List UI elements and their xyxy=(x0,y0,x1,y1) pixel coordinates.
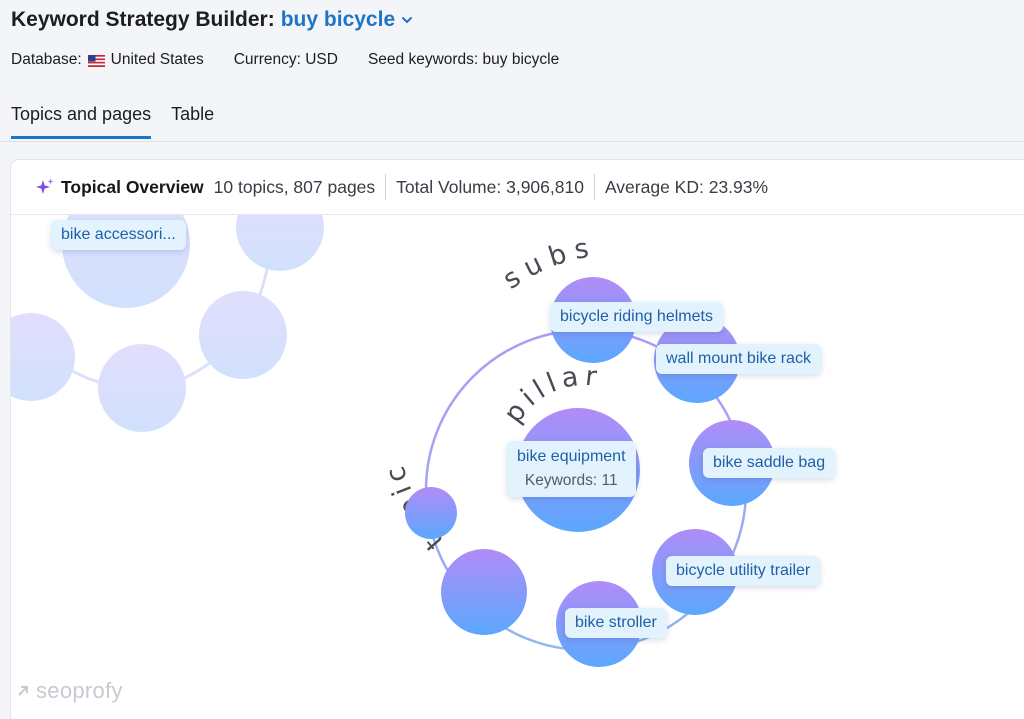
subtopic-bubble-small[interactable] xyxy=(405,487,457,539)
database-label: Database: xyxy=(11,51,82,68)
pillar-name: bike equipment xyxy=(517,448,626,465)
other-cluster xyxy=(11,180,324,432)
tab-topics-and-pages[interactable]: Topics and pages xyxy=(11,104,152,139)
cluster-bubble[interactable] xyxy=(11,313,75,401)
watermark: seoprofy xyxy=(16,678,123,704)
overview-divider xyxy=(385,174,387,200)
us-flag-icon xyxy=(87,54,105,67)
subtopic-chip-helmets[interactable]: bicycle riding helmets xyxy=(550,302,723,332)
tab-table[interactable]: Table xyxy=(171,104,215,124)
subtopic-chip-utility-trailer[interactable]: bicycle utility trailer xyxy=(666,556,821,586)
subtopic-chip-stroller[interactable]: bike stroller xyxy=(565,608,667,638)
database-info: Database: United States xyxy=(11,51,204,69)
seed-keyword-selector[interactable]: buy bicycle xyxy=(280,8,396,31)
subtopic-chip-saddle-bag[interactable]: bike saddle bag xyxy=(703,448,836,478)
topical-overview-panel: topic subs pillar Topical Overview 10 to… xyxy=(11,160,1024,719)
arrow-up-right-icon xyxy=(16,684,30,698)
page-title: Keyword Strategy Builder: buy bicycle xyxy=(11,8,413,32)
overview-average-kd: Average KD: 23.93% xyxy=(604,176,769,197)
seed-keywords-info: Seed keywords: buy bicycle xyxy=(367,51,560,68)
topical-overview-bar: Topical Overview 10 topics, 807 pages To… xyxy=(11,160,1024,215)
overview-total-volume: Total Volume: 3,906,810 xyxy=(396,176,584,197)
cluster-chip-bike-accessories[interactable]: bike accessori... xyxy=(51,220,186,250)
database-value: United States xyxy=(110,51,204,68)
pillar-chip[interactable]: bike equipment Keywords: 11 xyxy=(507,441,636,497)
tabs-divider xyxy=(0,141,1024,142)
sparkle-icon xyxy=(35,177,55,197)
overview-counts: 10 topics, 807 pages xyxy=(213,176,376,197)
view-tabs: Topics and pages Table xyxy=(11,104,234,139)
watermark-text: seoprofy xyxy=(36,678,123,703)
cluster-bubble[interactable] xyxy=(98,344,186,432)
subtopic-chip-wall-rack[interactable]: wall mount bike rack xyxy=(656,344,821,374)
cluster-bubble[interactable] xyxy=(199,291,287,379)
meta-row: Database: United States Currency: USD Se… xyxy=(11,51,589,69)
currency-info: Currency: USD xyxy=(233,51,338,68)
subtopic-bubble-unlabeled[interactable] xyxy=(441,549,527,635)
pillar-keywords-count: Keywords: 11 xyxy=(524,472,618,489)
overview-divider xyxy=(593,174,595,200)
chevron-down-icon[interactable] xyxy=(401,14,413,26)
page-header: Keyword Strategy Builder: buy bicycle Da… xyxy=(0,0,1024,142)
title-prefix: Keyword Strategy Builder: xyxy=(11,8,275,31)
overview-title: Topical Overview xyxy=(61,176,204,197)
